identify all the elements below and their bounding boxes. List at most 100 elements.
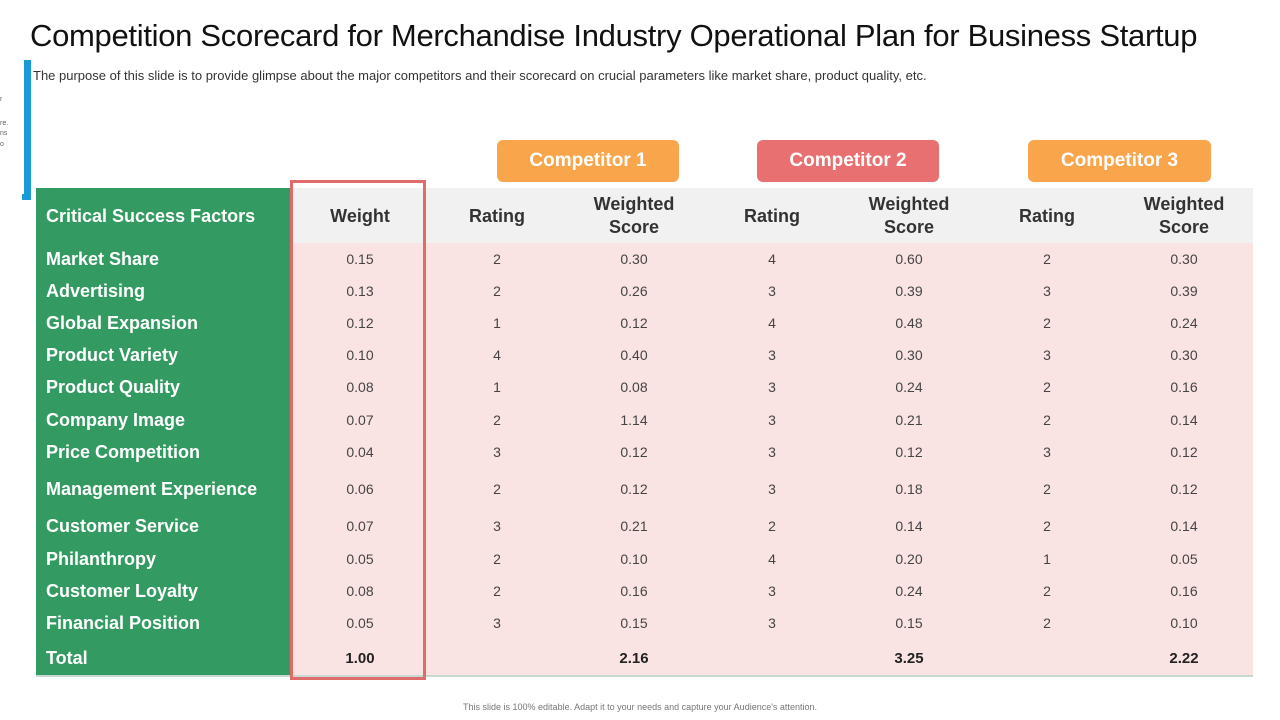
c1-rating-cell: 2	[493, 412, 501, 428]
c1-weighted-score-cell: 0.12	[620, 444, 648, 460]
c2-rating-cell: 3	[768, 444, 776, 460]
c2-rating-cell: 4	[768, 251, 776, 267]
weight-cell: 0.06	[346, 481, 374, 497]
side-decoration: r re. ns o	[0, 58, 32, 200]
c2-rating-cell: 3	[768, 615, 776, 631]
c1-weighted-score-cell: 0.10	[620, 551, 648, 567]
c2-weighted-score-cell: 0.14	[895, 518, 923, 534]
c2-weighted-score-cell: 0.24	[895, 583, 923, 599]
c3-weighted-score-cell: 0.12	[1170, 481, 1198, 497]
factor-label: Advertising	[46, 280, 146, 301]
c1-weighted-score-cell: 0.08	[620, 379, 648, 395]
c3-rating-cell: 1	[1043, 551, 1051, 567]
c3-weighted-score-cell: 0.16	[1170, 379, 1198, 395]
c2-weighted-score-cell: 0.15	[895, 615, 923, 631]
c2-weighted-score-cell: 0.39	[895, 283, 923, 299]
weight-column-highlight	[290, 180, 426, 680]
factor-label: Financial Position	[46, 612, 201, 633]
c1-weighted-score-cell: 0.12	[620, 315, 648, 331]
weight-cell: 0.10	[346, 347, 374, 363]
factor-label: Management Experience	[46, 478, 258, 499]
factor-label: Philanthropy	[46, 548, 157, 569]
total-c2-weighted-score-cell: 3.25	[894, 649, 924, 667]
c3-rating-cell: 2	[1043, 583, 1051, 599]
competitor-2-header: Competitor 2	[757, 140, 939, 182]
total-c1-rating-cell	[432, 643, 562, 673]
competitor-3-header: Competitor 3	[1028, 140, 1211, 182]
weight-cell: 0.12	[346, 315, 374, 331]
factor-label: Global Expansion	[46, 312, 199, 333]
c2-weighted-score-cell: 0.24	[895, 379, 923, 395]
header-c3-weighted-score: Weighted Score	[1143, 194, 1225, 237]
weight-cell: 0.04	[346, 444, 374, 460]
c3-rating-cell: 3	[1043, 283, 1051, 299]
c1-rating-cell: 3	[493, 615, 501, 631]
header-critical-success-factors: Critical Success Factors	[46, 205, 256, 226]
c1-weighted-score-cell: 0.26	[620, 283, 648, 299]
total-weight-cell: 1.00	[345, 649, 375, 667]
c3-rating-cell: 2	[1043, 518, 1051, 534]
weight-cell: 0.05	[346, 551, 374, 567]
weight-cell: 0.05	[346, 615, 374, 631]
side-accent-bar	[22, 60, 31, 200]
c2-weighted-score-cell: 0.20	[895, 551, 923, 567]
weight-cell: 0.07	[346, 518, 374, 534]
weight-cell: 0.08	[346, 379, 374, 395]
c3-rating-cell: 2	[1043, 481, 1051, 497]
factor-label: Customer Loyalty	[46, 580, 199, 601]
c2-rating-cell: 3	[768, 379, 776, 395]
c3-weighted-score-cell: 0.39	[1170, 283, 1198, 299]
c3-weighted-score-cell: 0.05	[1170, 551, 1198, 567]
side-fragment-text: ns	[0, 130, 8, 137]
c2-weighted-score-cell: 0.48	[895, 315, 923, 331]
factor-label: Product Variety	[46, 344, 179, 365]
side-fragment-text: re.	[0, 120, 9, 127]
header-c2-weighted-score: Weighted Score	[868, 194, 950, 237]
c1-weighted-score-cell: 1.14	[620, 412, 648, 428]
c2-rating-cell: 4	[768, 315, 776, 331]
c3-weighted-score-cell: 0.12	[1170, 444, 1198, 460]
side-fragment-text: r	[0, 96, 3, 103]
c1-weighted-score-cell: 0.40	[620, 347, 648, 363]
header-c3-rating: Rating	[1019, 205, 1075, 226]
header-c2-rating: Rating	[744, 205, 800, 226]
c3-weighted-score-cell: 0.14	[1170, 518, 1198, 534]
c3-weighted-score-cell: 0.30	[1170, 347, 1198, 363]
factor-label: Product Quality	[46, 376, 181, 397]
c2-rating-cell: 3	[768, 481, 776, 497]
c3-rating-cell: 3	[1043, 347, 1051, 363]
c2-weighted-score-cell: 0.21	[895, 412, 923, 428]
c2-weighted-score-cell: 0.30	[895, 347, 923, 363]
total-c2-rating-cell	[707, 643, 837, 673]
weight-cell: 0.15	[346, 251, 374, 267]
success-factors-column	[36, 188, 290, 676]
header-weight: Weight	[330, 205, 390, 226]
c1-rating-cell: 2	[493, 481, 501, 497]
competitor-1-header: Competitor 1	[497, 140, 679, 182]
header-c1-weighted-score: Weighted Score	[593, 194, 675, 237]
weight-cell: 0.13	[346, 283, 374, 299]
c1-weighted-score-cell: 0.30	[620, 251, 648, 267]
c3-weighted-score-cell: 0.30	[1170, 251, 1198, 267]
c3-rating-cell: 2	[1043, 379, 1051, 395]
c2-weighted-score-cell: 0.60	[895, 251, 923, 267]
c3-weighted-score-cell: 0.14	[1170, 412, 1198, 428]
side-fragment-text: o	[0, 141, 4, 148]
c2-weighted-score-cell: 0.18	[895, 481, 923, 497]
c1-weighted-score-cell: 0.21	[620, 518, 648, 534]
c1-rating-cell: 2	[493, 551, 501, 567]
c3-rating-cell: 2	[1043, 615, 1051, 631]
c1-rating-cell: 1	[493, 379, 501, 395]
c3-weighted-score-cell: 0.16	[1170, 583, 1198, 599]
table-body	[290, 243, 1253, 676]
c2-rating-cell: 3	[768, 347, 776, 363]
c3-weighted-score-cell: 0.10	[1170, 615, 1198, 631]
slide-footer: This slide is 100% editable. Adapt it to…	[463, 702, 817, 712]
factor-label: Customer Service	[46, 515, 200, 536]
c2-rating-cell: 2	[768, 518, 776, 534]
c1-rating-cell: 2	[493, 583, 501, 599]
header-c1-rating: Rating	[469, 205, 525, 226]
c2-rating-cell: 3	[768, 583, 776, 599]
c2-rating-cell: 3	[768, 412, 776, 428]
total-c1-weighted-score-cell: 2.16	[619, 649, 649, 667]
